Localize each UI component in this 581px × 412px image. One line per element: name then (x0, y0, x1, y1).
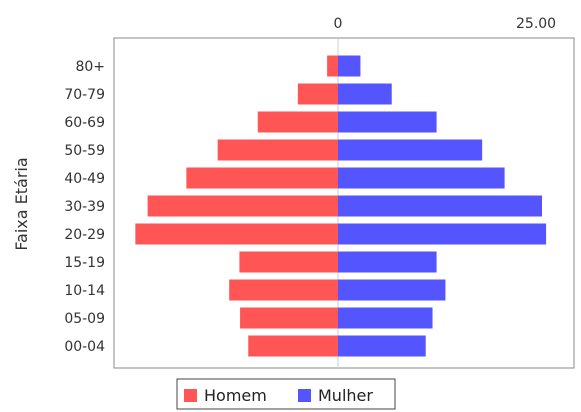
category-label: 20-29 (64, 227, 105, 243)
bar-homem (239, 251, 338, 273)
bar-mulher (338, 111, 437, 133)
bar-homem (186, 167, 338, 189)
bar-mulher (338, 279, 446, 301)
bar-homem (297, 83, 338, 105)
category-label: 05-09 (64, 311, 105, 327)
bars-group (135, 55, 547, 357)
bar-mulher (338, 139, 483, 161)
bar-mulher (338, 55, 361, 77)
category-label: 00-04 (64, 339, 105, 355)
category-label: 40-49 (64, 171, 105, 187)
category-label: 80+ (75, 59, 105, 75)
y-axis-title: Faixa Etária (12, 157, 31, 250)
category-label: 50-59 (64, 143, 105, 159)
legend-label-homem: Homem (204, 386, 267, 405)
bar-homem (217, 139, 338, 161)
x-tick-label: 25.00 (516, 16, 556, 32)
bar-mulher (338, 195, 542, 217)
category-labels: 80+ 70-79 60-69 50-59 40-49 30-39 20-29 15-19 10… (64, 59, 105, 355)
category-label: 70-79 (64, 87, 105, 103)
bar-mulher (338, 167, 505, 189)
bar-mulher (338, 83, 392, 105)
category-label: 60-69 (64, 115, 105, 131)
bar-homem (229, 279, 338, 301)
bar-homem (135, 223, 338, 245)
category-label: 10-14 (64, 283, 105, 299)
legend-swatch-homem (184, 389, 197, 402)
x-tick-label: 0 (334, 16, 343, 32)
bar-homem (327, 55, 338, 77)
bar-mulher (338, 307, 433, 329)
legend-box (176, 378, 396, 410)
bar-homem (248, 335, 338, 357)
bar-homem (147, 195, 338, 217)
legend: Homem Mulher (176, 378, 396, 410)
category-label: 30-39 (64, 199, 105, 215)
bar-homem (240, 307, 338, 329)
bar-mulher (338, 251, 437, 273)
legend-swatch-mulher (298, 389, 311, 402)
x-tick-labels: 0 25.00 (334, 16, 557, 32)
bar-mulher (338, 335, 426, 357)
bar-homem (257, 111, 338, 133)
legend-label-mulher: Mulher (318, 386, 373, 405)
category-label: 15-19 (64, 255, 105, 271)
bar-mulher (338, 223, 547, 245)
